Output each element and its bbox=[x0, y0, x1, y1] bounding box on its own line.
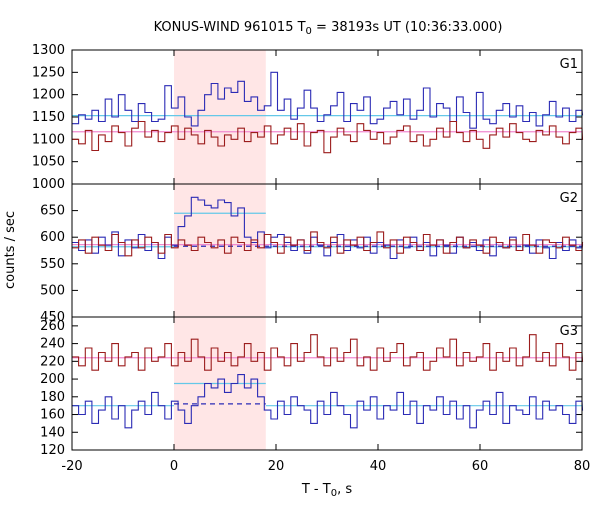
g2-panel-label: G2 bbox=[560, 191, 578, 206]
g1-series-blue bbox=[72, 71, 584, 129]
g1-y-tick-label-4: 1200 bbox=[32, 88, 65, 103]
x-tick-label-5: 80 bbox=[574, 459, 591, 474]
g3-y-tick-label-4: 200 bbox=[40, 372, 65, 387]
x-axis-title: T - T0, s bbox=[301, 482, 352, 499]
g2-y-tick-label-1: 500 bbox=[40, 283, 65, 298]
chart-title-main: KONUS-WIND 961015 T bbox=[154, 20, 306, 35]
g3-panel-label: G3 bbox=[560, 324, 578, 339]
g2-y-tick-label-0: 450 bbox=[40, 310, 65, 325]
g3-y-tick-label-6: 240 bbox=[40, 337, 65, 352]
g2-highlight-band bbox=[174, 184, 266, 317]
g3-y-tick-label-7: 260 bbox=[40, 319, 65, 334]
g3-y-tick-label-2: 160 bbox=[40, 408, 65, 423]
x-tick-label-2: 20 bbox=[268, 459, 285, 474]
x-tick-label-0: -20 bbox=[61, 459, 82, 474]
x-axis-title-main: T - T bbox=[301, 482, 331, 497]
g1-frame bbox=[71, 49, 583, 185]
g1-y-tick-label-3: 1150 bbox=[32, 110, 65, 125]
chart-title: KONUS-WIND 961015 T0 = 38193s UT (10:36:… bbox=[154, 20, 503, 37]
g1-y-tick-label-5: 1250 bbox=[32, 65, 65, 80]
g2-series-blue bbox=[72, 196, 584, 260]
g3-series-red bbox=[72, 334, 584, 371]
g2-y-tick-label-4: 650 bbox=[40, 204, 65, 219]
g3-y-tick-label-1: 140 bbox=[40, 425, 65, 440]
g1-y-tick-label-6: 1300 bbox=[32, 43, 65, 58]
g1-y-tick-label-1: 1050 bbox=[32, 155, 65, 170]
y-axis-title: counts / sec bbox=[3, 211, 18, 289]
g3-y-tick-label-0: 120 bbox=[40, 443, 65, 458]
x-tick-label-3: 40 bbox=[370, 459, 387, 474]
g2-y-tick-label-3: 600 bbox=[40, 230, 65, 245]
g3-y-tick-label-3: 180 bbox=[40, 390, 65, 405]
x-axis-title-sub: 0 bbox=[331, 488, 337, 499]
g2-series-red bbox=[72, 231, 584, 257]
g3-series-blue bbox=[72, 374, 584, 429]
x-axis-title-rest: , s bbox=[337, 482, 352, 497]
g1-y-tick-label-0: 1000 bbox=[32, 177, 65, 192]
plot-layer: 1000105011001150120012501300G14505005506… bbox=[32, 43, 590, 474]
g3-y-tick-label-5: 220 bbox=[40, 354, 65, 369]
x-tick-label-4: 60 bbox=[472, 459, 489, 474]
g1-y-tick-label-2: 1100 bbox=[32, 132, 65, 147]
chart-title-rest: = 38193s UT (10:36:33.000) bbox=[312, 20, 502, 35]
g1-panel-label: G1 bbox=[560, 57, 578, 72]
g1-series-red bbox=[72, 120, 584, 154]
chart-title-sub: 0 bbox=[306, 26, 312, 37]
x-tick-label-1: 0 bbox=[170, 459, 178, 474]
g3-frame bbox=[71, 316, 583, 451]
g2-y-tick-label-2: 550 bbox=[40, 257, 65, 272]
